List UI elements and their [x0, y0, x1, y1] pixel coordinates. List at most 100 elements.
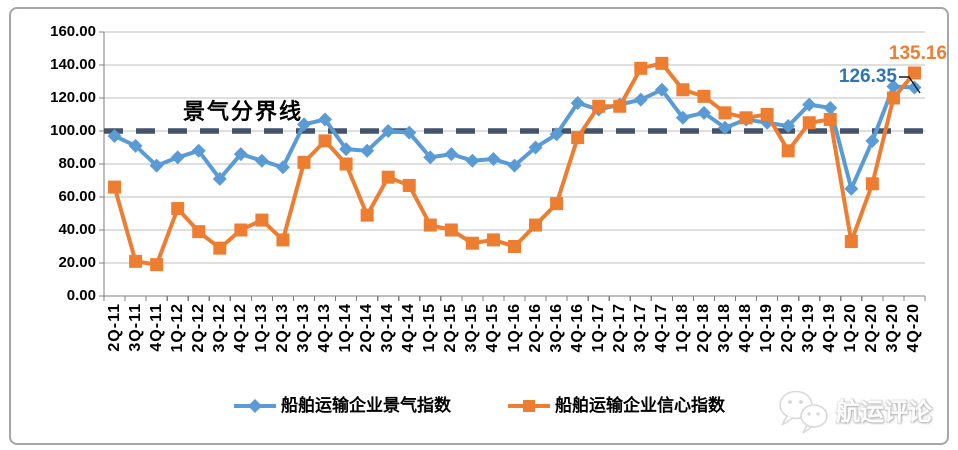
x-axis-label: 3Q-12 — [210, 303, 228, 353]
x-axis-label: 2Q-14 — [358, 303, 376, 353]
x-axis-label: 3Q-15 — [463, 303, 481, 353]
y-axis-label: 140.00 — [50, 56, 96, 73]
data-point-confidence-index — [676, 83, 690, 97]
x-axis-label: 2Q-16 — [526, 303, 544, 353]
data-point-confidence-index — [381, 170, 395, 184]
x-axis-label: 2Q-12 — [189, 303, 207, 353]
y-axis-label: 0.00 — [66, 287, 96, 304]
x-axis-label: 2Q-15 — [442, 303, 460, 353]
data-point-prosperity-index — [823, 100, 838, 115]
data-point-confidence-index — [276, 233, 290, 247]
data-point-prosperity-index — [233, 147, 248, 162]
x-axis-label: 4Q-15 — [484, 303, 502, 353]
data-point-prosperity-index — [381, 124, 396, 138]
data-point-confidence-index — [318, 134, 332, 148]
legend: 船舶运输企业景气指数 船舶运输企业信心指数 — [0, 396, 958, 416]
x-axis-label: 3Q-14 — [379, 303, 397, 353]
data-point-confidence-index — [339, 157, 353, 171]
data-point-confidence-index — [508, 240, 521, 253]
data-point-prosperity-index — [402, 125, 417, 140]
y-axis-label: 80.00 — [58, 155, 96, 172]
data-point-prosperity-index — [549, 127, 564, 142]
data-point-confidence-index — [171, 202, 185, 216]
data-point-prosperity-index — [886, 79, 901, 94]
data-point-confidence-index — [571, 131, 585, 145]
x-axis-label: 1Q-13 — [252, 303, 270, 353]
annotation-leader-line — [899, 76, 921, 94]
data-point-confidence-index — [192, 225, 206, 239]
data-point-confidence-index — [423, 218, 437, 232]
data-point-prosperity-index — [296, 117, 311, 132]
data-point-confidence-index — [150, 258, 164, 272]
data-point-prosperity-index — [275, 160, 290, 175]
data-point-confidence-index — [234, 223, 248, 237]
x-axis-label: 1Q-12 — [168, 303, 186, 353]
data-point-prosperity-index — [191, 143, 206, 158]
legend-item-prosperity: 船舶运输企业景气指数 — [233, 396, 451, 416]
y-axis-label: 40.00 — [58, 221, 96, 238]
confidence-series-marker-icon — [508, 400, 550, 412]
data-point-prosperity-index — [570, 95, 585, 110]
data-point-confidence-index — [886, 91, 900, 105]
data-point-prosperity-index — [633, 92, 648, 107]
data-point-confidence-index — [529, 218, 543, 232]
y-axis-label: 160.00 — [50, 23, 96, 40]
chart-frame — [9, 7, 949, 445]
x-axis-label: 4Q-11 — [147, 303, 165, 352]
x-axis-label: 1Q-20 — [842, 303, 860, 353]
x-axis-label: 2Q-20 — [863, 303, 881, 353]
data-point-confidence-index — [613, 99, 627, 113]
x-axis-label: 2Q-13 — [273, 303, 291, 353]
data-point-confidence-index — [550, 197, 564, 211]
legend-label-confidence: 船舶运输企业信心指数 — [555, 396, 725, 415]
boundary-line-label: 景气分界线 — [183, 99, 304, 124]
legend-label-prosperity: 船舶运输企业景气指数 — [281, 396, 451, 415]
watermark-text: 航运评论 — [836, 399, 932, 426]
data-point-confidence-index — [486, 233, 500, 247]
data-point-prosperity-index — [528, 140, 543, 155]
x-axis-label: 1Q-19 — [758, 303, 776, 353]
watermark: 航运评论 — [776, 388, 932, 438]
data-point-confidence-index — [213, 241, 227, 255]
data-point-confidence-index — [781, 144, 795, 158]
data-point-prosperity-index — [423, 150, 438, 165]
x-axis-label: 3Q-18 — [716, 303, 733, 353]
data-point-prosperity-index — [507, 158, 522, 173]
data-point-prosperity-index — [149, 158, 164, 173]
x-axis-label: 3Q-19 — [800, 303, 818, 353]
data-point-confidence-index — [465, 236, 479, 250]
data-point-prosperity-index — [718, 120, 733, 135]
data-point-confidence-index — [634, 61, 648, 75]
x-axis-label: 4Q-16 — [568, 303, 586, 353]
data-point-confidence-index — [255, 213, 269, 227]
data-point-confidence-index — [907, 66, 921, 80]
data-point-prosperity-index — [318, 112, 333, 127]
data-point-prosperity-index — [844, 181, 859, 196]
data-point-confidence-index — [865, 177, 879, 191]
x-axis-label: 1Q-17 — [589, 303, 607, 353]
x-axis-label: 4Q-19 — [821, 303, 839, 353]
x-axis-label: 1Q-14 — [337, 303, 355, 353]
data-point-confidence-index — [760, 108, 774, 121]
x-axis-label: 3Q-11 — [126, 303, 144, 352]
x-axis-label: 2Q-17 — [610, 303, 628, 353]
x-axis-label: 3Q-16 — [547, 303, 565, 353]
x-axis-label: 4Q-14 — [400, 303, 418, 353]
x-axis-label: 3Q-17 — [631, 303, 649, 353]
x-axis-label: 4Q-20 — [905, 303, 923, 353]
x-axis-label: 2Q-18 — [694, 303, 712, 353]
x-axis-label: 3Q-13 — [294, 303, 312, 353]
data-point-prosperity-index — [107, 128, 122, 143]
x-axis-label: 1Q-18 — [673, 303, 691, 353]
data-point-prosperity-index — [675, 110, 690, 125]
data-point-confidence-index — [108, 180, 122, 194]
data-point-prosperity-index — [339, 142, 354, 157]
x-axis-label: 4Q-18 — [737, 303, 755, 353]
y-axis-label: 120.00 — [50, 89, 96, 106]
annotation-prosperity-index-value: 126.35 — [838, 66, 897, 87]
x-axis-label: 2Q-19 — [779, 303, 797, 353]
data-point-confidence-index — [823, 112, 837, 126]
data-point-prosperity-index — [865, 133, 880, 148]
data-point-confidence-index — [739, 111, 753, 125]
